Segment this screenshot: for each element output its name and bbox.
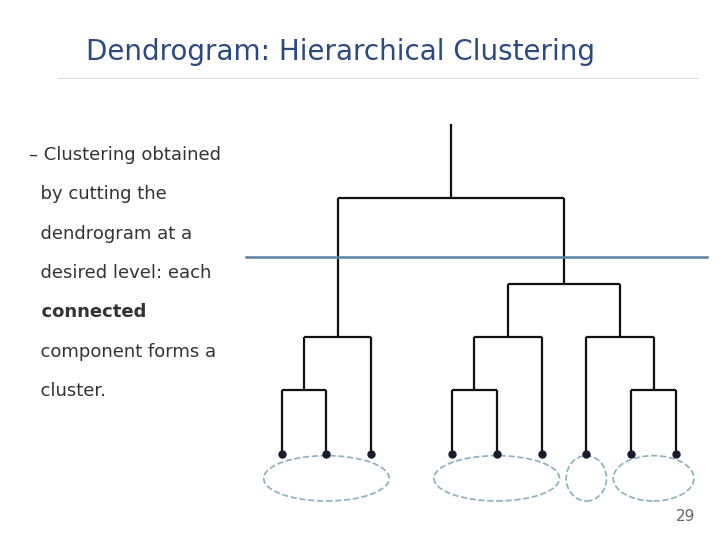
Text: component forms a: component forms a [29,343,216,361]
Text: – Clustering obtained: – Clustering obtained [29,146,221,164]
Text: connected: connected [29,303,146,321]
Text: cluster.: cluster. [29,382,106,400]
Text: Dendrogram: Hierarchical Clustering: Dendrogram: Hierarchical Clustering [86,38,595,66]
Text: 29: 29 [675,509,695,524]
Text: desired level: each: desired level: each [29,264,211,282]
Text: dendrogram at a: dendrogram at a [29,225,192,242]
Text: by cutting the: by cutting the [29,185,166,203]
